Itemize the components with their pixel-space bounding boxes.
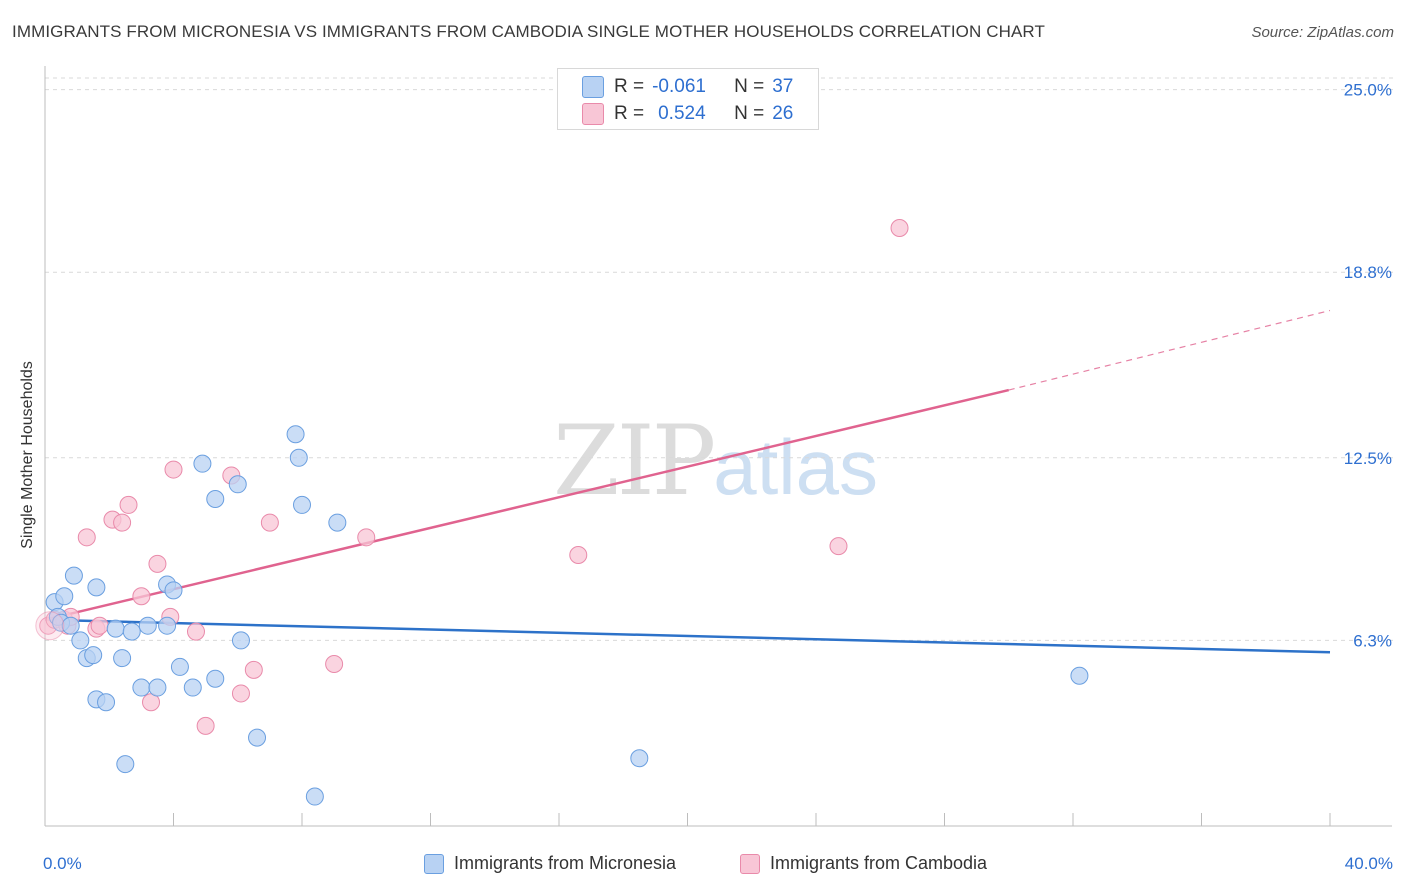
trend-line-cambodia bbox=[44, 388, 1010, 622]
data-points bbox=[35, 219, 1089, 806]
y-tick-label: 6.3% bbox=[1353, 631, 1392, 650]
data-point-cambodia bbox=[90, 616, 109, 635]
data-point-micronesia bbox=[206, 669, 225, 688]
trend-lines bbox=[44, 309, 1331, 654]
data-point-micronesia bbox=[183, 678, 202, 697]
legend-r-label: R = bbox=[614, 76, 645, 97]
data-point-cambodia bbox=[829, 537, 848, 556]
data-point-micronesia bbox=[132, 678, 151, 697]
data-point-micronesia bbox=[71, 631, 90, 650]
data-point-micronesia bbox=[231, 631, 250, 650]
legend-row-cambodia: R = 0.524 N = 26 bbox=[582, 102, 794, 126]
data-point-cambodia bbox=[186, 622, 205, 641]
y-tick-label: 18.8% bbox=[1344, 263, 1392, 282]
data-point-micronesia bbox=[248, 728, 267, 747]
data-point-micronesia bbox=[293, 495, 311, 514]
data-point-cambodia bbox=[244, 660, 263, 679]
data-point-cambodia bbox=[325, 654, 344, 673]
data-point-cambodia bbox=[196, 716, 215, 735]
bottom-legend-swatch-micronesia bbox=[424, 853, 444, 874]
data-point-cambodia bbox=[231, 684, 250, 703]
tick-labels: 6.3% 12.5% 18.8% 25.0% 0.0% 40.0% bbox=[43, 81, 1393, 873]
data-point-micronesia bbox=[1070, 666, 1089, 685]
stats-legend: R = -0.061 N = 37 R = 0.524 N = 26 bbox=[557, 68, 819, 130]
data-point-micronesia bbox=[193, 454, 212, 473]
data-point-micronesia bbox=[116, 755, 135, 774]
data-point-micronesia bbox=[170, 657, 189, 676]
legend-n-value-cambodia: 26 bbox=[772, 103, 794, 124]
trend-line-extension-cambodia bbox=[1008, 309, 1331, 391]
legend-swatch-micronesia bbox=[582, 76, 604, 98]
data-point-micronesia bbox=[84, 646, 103, 665]
data-point-cambodia bbox=[357, 528, 376, 547]
chart-title: IMMIGRANTS FROM MICRONESIA VS IMMIGRANTS… bbox=[12, 22, 1045, 41]
data-point-micronesia bbox=[138, 616, 157, 635]
x-tick-label-max: 40.0% bbox=[1345, 854, 1393, 873]
data-point-micronesia bbox=[61, 616, 80, 635]
data-point-cambodia bbox=[569, 545, 588, 564]
data-point-micronesia bbox=[158, 616, 177, 635]
data-point-micronesia bbox=[64, 566, 83, 585]
legend-n-label: N = bbox=[734, 76, 765, 97]
legend-swatch-cambodia bbox=[582, 103, 604, 125]
y-tick-label: 25.0% bbox=[1344, 81, 1392, 100]
data-point-micronesia bbox=[164, 581, 183, 600]
data-point-micronesia bbox=[55, 587, 74, 606]
trend-line-micronesia bbox=[44, 618, 1331, 654]
y-tick-label: 12.5% bbox=[1344, 449, 1392, 468]
x-tick-label-min: 0.0% bbox=[43, 854, 82, 873]
data-point-cambodia bbox=[132, 587, 151, 606]
data-point-micronesia bbox=[305, 787, 324, 806]
data-point-cambodia bbox=[148, 554, 167, 573]
bottom-legend-label-micronesia: Immigrants from Micronesia bbox=[454, 853, 677, 873]
data-point-micronesia bbox=[113, 649, 132, 668]
legend-r-value-cambodia: 0.524 bbox=[658, 103, 706, 124]
data-point-cambodia bbox=[890, 219, 909, 238]
legend-r-label: R = bbox=[614, 103, 645, 124]
legend-n-label: N = bbox=[734, 103, 765, 124]
data-point-micronesia bbox=[106, 619, 125, 638]
data-point-micronesia bbox=[122, 622, 141, 641]
grid-lines bbox=[45, 77, 1393, 641]
data-point-micronesia bbox=[630, 749, 649, 768]
data-point-micronesia bbox=[286, 425, 305, 444]
data-point-cambodia bbox=[113, 513, 132, 532]
data-point-cambodia bbox=[77, 528, 96, 547]
data-point-cambodia bbox=[260, 513, 279, 532]
axes bbox=[44, 66, 1392, 827]
data-point-cluster bbox=[35, 611, 65, 641]
data-point-cambodia bbox=[164, 460, 183, 479]
data-point-micronesia bbox=[87, 578, 106, 597]
data-point-micronesia bbox=[328, 513, 347, 532]
data-point-micronesia bbox=[148, 678, 167, 697]
data-point-micronesia bbox=[97, 693, 116, 712]
data-point-cambodia bbox=[119, 495, 138, 514]
legend-row-micronesia: R = -0.061 N = 37 bbox=[582, 75, 794, 99]
bottom-legend-cambodia: Immigrants from Cambodia bbox=[740, 853, 987, 874]
y-axis-label: Single Mother Households bbox=[19, 361, 36, 549]
data-point-micronesia bbox=[289, 448, 308, 467]
data-point-micronesia bbox=[228, 475, 247, 494]
legend-r-value-micronesia: -0.061 bbox=[652, 76, 706, 97]
bottom-legend-micronesia: Immigrants from Micronesia bbox=[424, 853, 676, 874]
source-label: Source: ZipAtlas.com bbox=[1251, 24, 1394, 41]
data-point-micronesia bbox=[206, 490, 225, 509]
bottom-legend-label-cambodia: Immigrants from Cambodia bbox=[770, 853, 988, 873]
legend-n-value-micronesia: 37 bbox=[772, 76, 794, 97]
bottom-legend-swatch-cambodia bbox=[740, 853, 760, 874]
